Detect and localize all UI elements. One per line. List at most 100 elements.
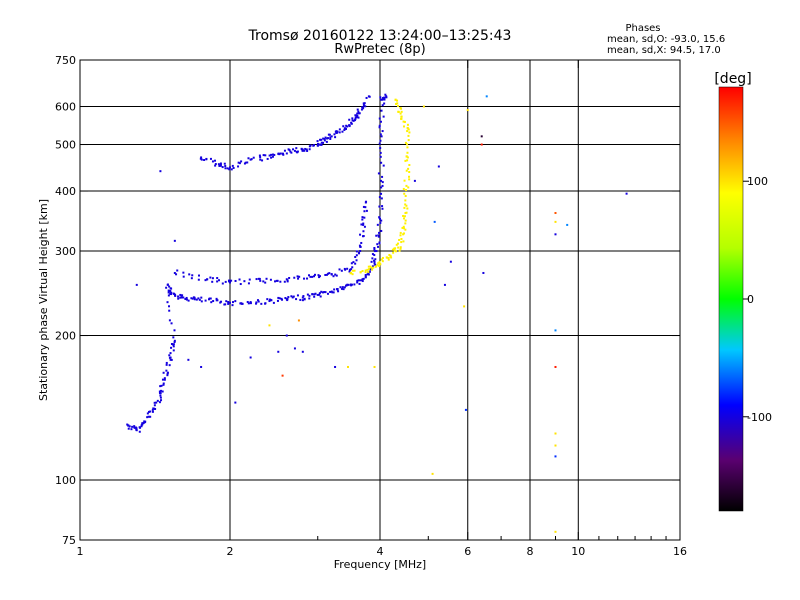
y-tick-label: 750 — [55, 54, 76, 67]
trace-point — [297, 277, 300, 280]
y-tick-label: 200 — [55, 330, 76, 343]
trace-point — [170, 287, 173, 290]
trace-point — [382, 164, 385, 167]
trace-point — [140, 425, 143, 428]
scatter-point — [554, 530, 557, 533]
trace-point — [406, 156, 409, 159]
trace-point — [394, 250, 397, 253]
trace-point — [334, 136, 337, 139]
trace-point — [240, 160, 243, 163]
x-tick-label: 1 — [77, 545, 84, 558]
y-tick-label: 400 — [55, 185, 76, 198]
trace-point — [314, 292, 317, 295]
trace-point — [367, 273, 370, 276]
trace-point — [364, 269, 367, 272]
scatter-point — [554, 455, 557, 458]
trace-point — [332, 291, 335, 294]
trace-point — [149, 410, 152, 413]
trace-point — [216, 277, 219, 280]
trace-point — [182, 271, 185, 274]
trace-point — [309, 275, 312, 278]
trace-point — [204, 299, 207, 302]
trace-point — [221, 282, 224, 285]
trace-point — [376, 243, 379, 246]
trace-point — [243, 280, 246, 283]
trace-point — [397, 110, 400, 113]
trace-point — [403, 192, 406, 195]
trace-point — [403, 125, 406, 128]
trace-point — [219, 164, 222, 167]
trace-point — [211, 277, 214, 280]
trace-point — [308, 145, 311, 148]
trace-point — [172, 345, 175, 348]
trace-point — [141, 422, 144, 425]
scatter-point — [433, 220, 436, 223]
trace-point — [373, 248, 376, 251]
trace-point — [193, 298, 196, 301]
trace-point — [165, 369, 168, 372]
trace-point — [170, 358, 173, 361]
trace-point — [357, 110, 360, 113]
trace-point — [355, 259, 358, 262]
trace-point — [327, 137, 330, 140]
trace-point — [374, 263, 377, 266]
trace-point — [256, 299, 259, 302]
trace-point — [378, 264, 381, 267]
trace-point — [289, 150, 292, 153]
trace-point — [379, 221, 382, 224]
trace-point — [166, 301, 169, 304]
trace-point — [403, 206, 406, 209]
trace-point — [160, 384, 163, 387]
trace-point — [168, 305, 171, 308]
trace-point — [154, 408, 157, 411]
trace-point — [291, 296, 294, 299]
trace-point — [385, 95, 388, 98]
trace-point — [399, 247, 402, 250]
trace-point — [379, 155, 382, 158]
scatter-point — [373, 365, 376, 368]
trace-point — [377, 172, 380, 175]
scatter-point — [281, 374, 284, 377]
y-tick-label: 100 — [55, 474, 76, 487]
trace-point — [179, 293, 182, 296]
trace-point — [247, 302, 250, 305]
trace-point — [399, 246, 402, 249]
trace-point — [160, 389, 163, 392]
trace-point — [162, 371, 165, 374]
chart-title: Tromsø 20160122 13:24:00–13:25:43 — [248, 28, 512, 44]
trace-point — [400, 237, 403, 240]
trace-point — [364, 271, 367, 274]
scatter-point — [135, 283, 138, 286]
trace-point — [308, 294, 311, 297]
trace-point — [384, 93, 387, 96]
trace-point — [404, 222, 407, 225]
trace-point — [299, 298, 302, 301]
trace-point — [397, 246, 400, 249]
trace-point — [311, 293, 314, 296]
trace-point — [353, 283, 356, 286]
trace-point — [249, 301, 252, 304]
trace-point — [379, 133, 382, 136]
trace-point — [177, 297, 180, 300]
trace-point — [379, 147, 382, 150]
trace-point — [238, 162, 241, 165]
trace-point — [326, 292, 329, 295]
trace-point — [219, 301, 222, 304]
trace-point — [394, 247, 397, 250]
trace-point — [226, 167, 229, 170]
trace-point — [329, 290, 332, 293]
trace-point — [200, 156, 203, 159]
trace-point — [316, 140, 319, 143]
trace-point — [335, 274, 338, 277]
trace-point — [366, 273, 369, 276]
trace-point — [355, 250, 358, 253]
trace-point — [248, 278, 251, 281]
trace-point — [406, 143, 409, 146]
trace-point — [394, 98, 397, 101]
trace-point — [361, 218, 364, 221]
trace-point — [295, 147, 298, 150]
trace-point — [167, 291, 170, 294]
trace-point — [324, 291, 327, 294]
trace-point — [264, 281, 267, 284]
trace-point — [191, 274, 194, 277]
